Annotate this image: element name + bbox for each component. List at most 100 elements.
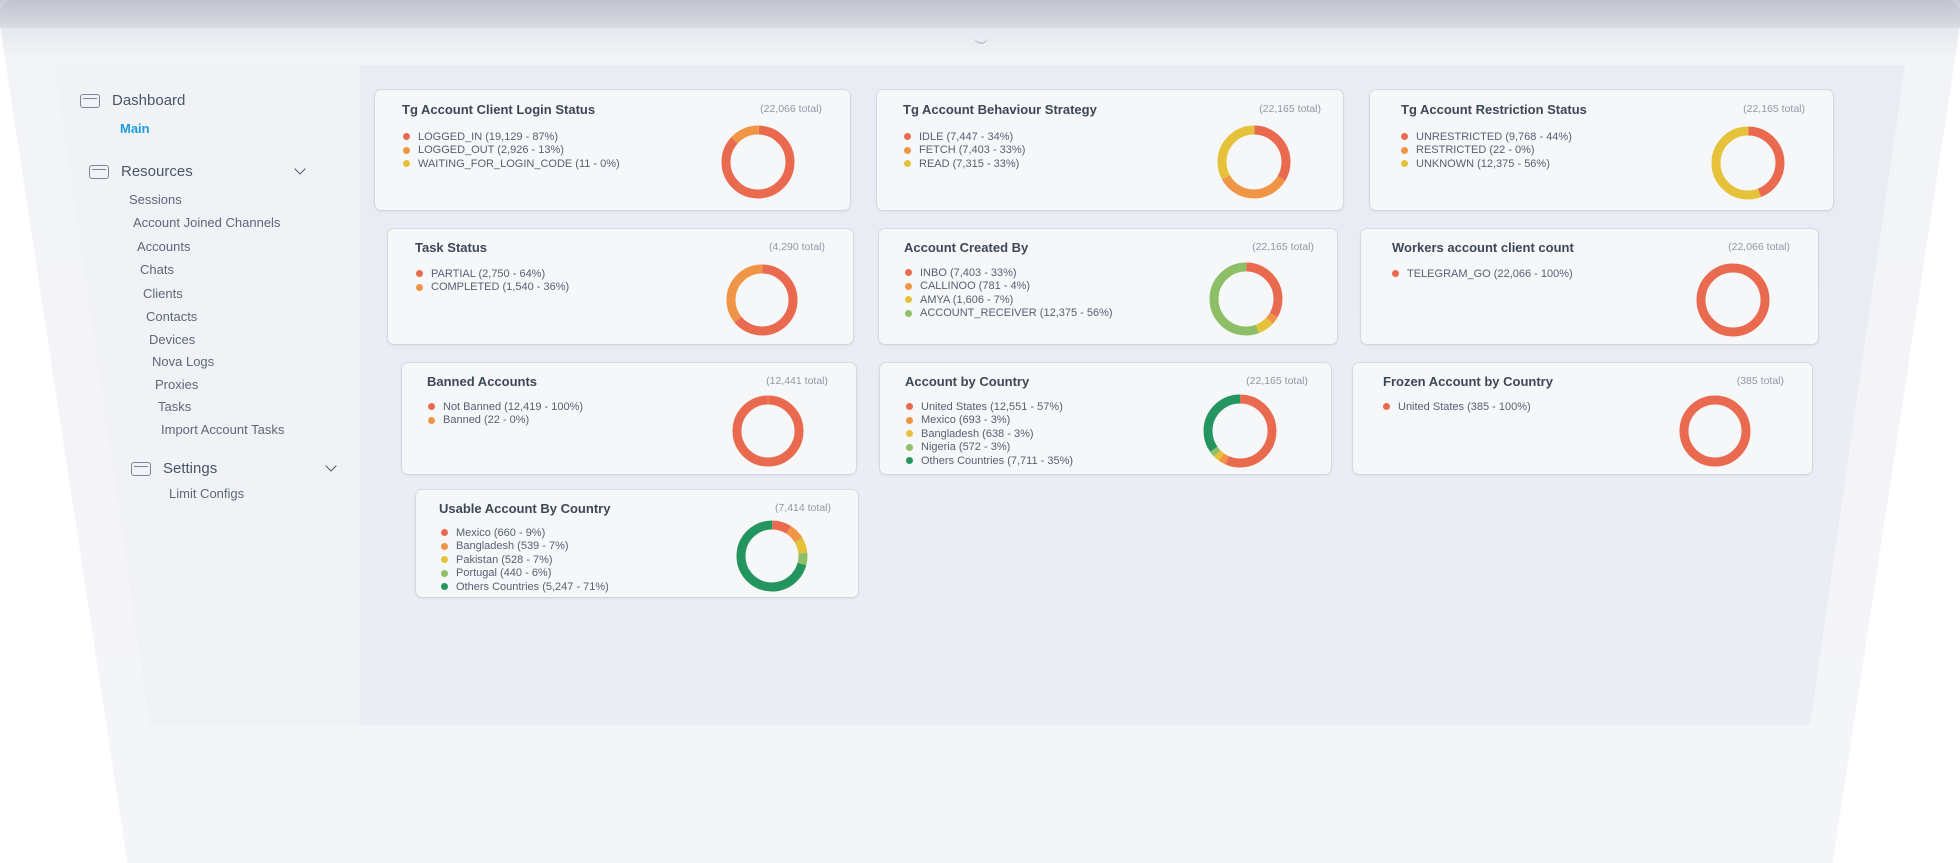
donut-slice[interactable] (1711, 126, 1785, 200)
donut-slice[interactable] (1203, 394, 1277, 468)
sidebar-item-main[interactable]: Main (120, 121, 150, 136)
legend-label: Others Countries (5,247 - 71%) (456, 580, 609, 593)
sidebar-item-sessions[interactable]: Sessions (129, 192, 182, 207)
chart-card: Account by Country (22,165 total) United S… (880, 363, 1331, 474)
donut-slice[interactable] (721, 125, 795, 199)
legend-item[interactable]: Mexico (693 - 3%) (906, 414, 1073, 428)
legend-dot-icon (1401, 146, 1408, 154)
sidebar-item-limit-configs[interactable]: Limit Configs (169, 486, 245, 501)
card-title: Tg Account Behaviour Strategy (903, 102, 1097, 117)
legend-label: READ (7,315 - 33%) (919, 157, 1020, 170)
legend-item[interactable]: TELEGRAM_GO (22,066 - 100%) (1392, 267, 1573, 281)
sidebar-item-accounts[interactable]: Accounts (137, 239, 191, 254)
legend-item[interactable]: Mexico (660 - 9%) (441, 526, 609, 540)
donut-slice[interactable] (1711, 126, 1785, 200)
donut-slice[interactable] (736, 520, 808, 592)
legend-label: WAITING_FOR_LOGIN_CODE (11 - 0%) (418, 157, 620, 170)
legend-item[interactable]: IDLE (7,447 - 34%) (904, 130, 1025, 144)
legend-dot-icon (906, 403, 913, 411)
legend-item[interactable]: Nigeria (572 - 3%) (906, 441, 1073, 455)
legend-item[interactable]: Banned (22 - 0%) (428, 414, 583, 428)
legend-item[interactable]: LOGGED_OUT (2,926 - 13%) (403, 144, 620, 158)
legend-item[interactable]: UNKNOWN (12,375 - 56%) (1401, 157, 1572, 171)
legend-item[interactable]: Not Banned (12,419 - 100%) (428, 400, 583, 414)
legend-label: UNRESTRICTED (9,768 - 44%) (1416, 130, 1572, 143)
sidebar-item-devices[interactable]: Devices (149, 332, 196, 347)
card-total: (7,414 total) (774, 502, 831, 514)
legend-dot-icon (403, 133, 410, 141)
legend-dot-icon (906, 443, 913, 451)
legend-item[interactable]: UNRESTRICTED (9,768 - 44%) (1401, 130, 1572, 144)
donut-chart (736, 520, 808, 592)
legend-item[interactable]: READ (7,315 - 33%) (904, 157, 1025, 171)
donut-slice[interactable] (1679, 395, 1751, 467)
legend-item[interactable]: Bangladesh (539 - 7%) (441, 540, 609, 554)
nav-section-settings[interactable]: Settings (131, 460, 217, 477)
legend-item[interactable]: RESTRICTED (22 - 0%) (1401, 144, 1572, 158)
legend-item[interactable]: AMYA (1,606 - 7%) (905, 293, 1113, 307)
donut-slice[interactable] (1696, 263, 1770, 337)
sidebar-item-contacts[interactable]: Contacts (146, 309, 198, 324)
legend-item[interactable]: FETCH (7,403 - 33%) (904, 144, 1025, 158)
chart-card: Tg Account Restriction Status (22,165 tot… (1370, 90, 1833, 210)
donut-slice[interactable] (732, 395, 804, 467)
legend-label: Pakistan (528 - 7%) (456, 553, 553, 566)
legend-dot-icon (428, 403, 435, 411)
donut-slice[interactable] (1217, 125, 1291, 199)
sidebar-item-nova-logs[interactable]: Nova Logs (152, 354, 215, 369)
legend-dot-icon (904, 133, 911, 141)
legend-item[interactable]: PARTIAL (2,750 - 64%) (416, 267, 569, 281)
donut-slice[interactable] (1203, 394, 1277, 468)
legend-item[interactable]: United States (12,551 - 57%) (906, 400, 1073, 414)
legend-dot-icon (1401, 160, 1408, 168)
donut-slice[interactable] (1209, 262, 1283, 336)
nav-section-resources[interactable]: Resources (89, 163, 193, 180)
legend-item[interactable]: Portugal (440 - 6%) (441, 567, 609, 581)
sidebar-item-chats[interactable]: Chats (140, 262, 174, 277)
legend-item[interactable]: Pakistan (528 - 7%) (441, 553, 609, 567)
legend-item[interactable]: Bangladesh (638 - 3%) (906, 427, 1073, 441)
nav-section-dashboard[interactable]: Dashboard (80, 92, 185, 109)
sidebar-item-proxies[interactable]: Proxies (155, 377, 199, 392)
legend-dot-icon (904, 160, 911, 168)
sidebar-item-import-account-tasks[interactable]: Import Account Tasks (161, 422, 285, 437)
chart-legend: Mexico (660 - 9%) Bangladesh (539 - 7%) Pa… (441, 526, 609, 594)
legend-item[interactable]: CALLINOO (781 - 4%) (905, 280, 1113, 294)
legend-dot-icon (1383, 403, 1390, 411)
legend-item[interactable]: United States (385 - 100%) (1383, 400, 1531, 414)
chart-card: Frozen Account by Country (385 total) Unit… (1353, 363, 1812, 474)
chart-card: Task Status (4,290 total) PARTIAL (2,750 -… (388, 229, 853, 344)
donut-slice[interactable] (721, 125, 795, 199)
legend-item[interactable]: LOGGED_IN (19,129 - 87%) (403, 130, 620, 144)
legend-item[interactable]: COMPLETED (1,540 - 36%) (416, 281, 569, 295)
donut-slice[interactable] (736, 520, 808, 592)
sidebar-item-clients[interactable]: Clients (143, 286, 183, 301)
donut-slice[interactable] (732, 395, 804, 467)
legend-label: United States (385 - 100%) (1398, 400, 1531, 413)
donut-slice[interactable] (726, 264, 798, 336)
stack-icon (89, 164, 109, 179)
legend-item[interactable]: Others Countries (7,711 - 35%) (906, 454, 1073, 468)
sidebar-item-account-joined-channels[interactable]: Account Joined Channels (133, 215, 281, 230)
legend-item[interactable]: ACCOUNT_RECEIVER (12,375 - 56%) (905, 307, 1113, 321)
legend-label: Others Countries (7,711 - 35%) (921, 454, 1074, 467)
sidebar-item-tasks[interactable]: Tasks (158, 399, 192, 414)
legend-dot-icon (441, 556, 448, 564)
legend-label: PARTIAL (2,750 - 64%) (431, 267, 546, 280)
card-total: (22,066 total) (760, 103, 822, 115)
legend-item[interactable]: INBO (7,403 - 33%) (905, 266, 1113, 280)
donut-slice[interactable] (726, 264, 798, 336)
chart-legend: UNRESTRICTED (9,768 - 44%) RESTRICTED (22… (1401, 130, 1572, 171)
legend-label: Bangladesh (539 - 7%) (456, 540, 569, 553)
chart-legend: LOGGED_IN (19,129 - 87%) LOGGED_OUT (2,92… (403, 130, 620, 171)
legend-dot-icon (416, 283, 423, 291)
donut-slice[interactable] (1217, 125, 1291, 199)
legend-dot-icon (904, 146, 911, 154)
legend-item[interactable]: Others Countries (5,247 - 71%) (441, 580, 609, 594)
donut-slice[interactable] (1209, 262, 1283, 336)
legend-label: AMYA (1,606 - 7%) (920, 293, 1014, 306)
donut-slice[interactable] (1217, 125, 1291, 199)
donut-chart (732, 395, 804, 467)
legend-item[interactable]: WAITING_FOR_LOGIN_CODE (11 - 0%) (403, 157, 620, 171)
legend-dot-icon (441, 529, 448, 537)
